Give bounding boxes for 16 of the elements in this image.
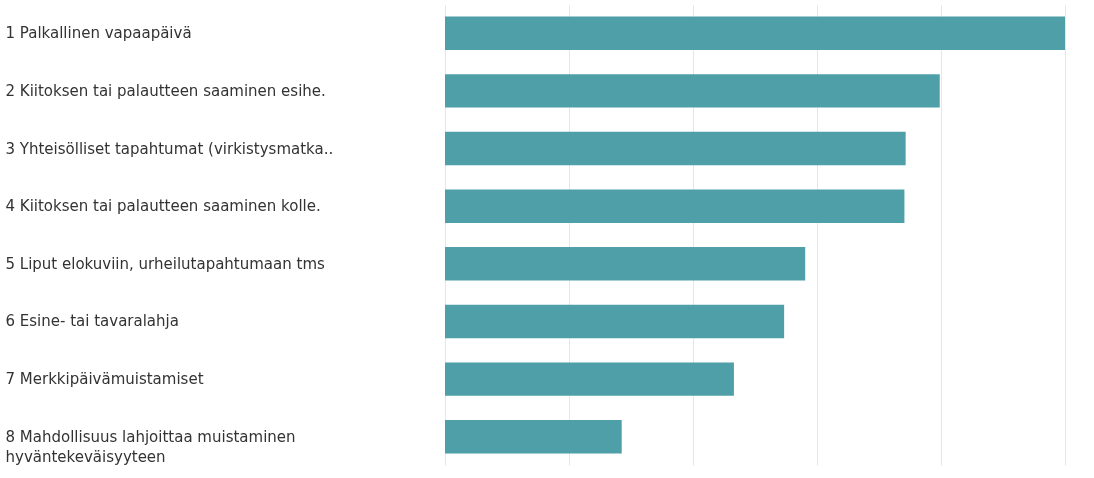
bar	[445, 247, 806, 281]
y-tick-label: 3 Yhteisölliset tapahtumat (virkistysmatka..	[5, 139, 334, 158]
y-tick-label: 8 Mahdollisuus lahjoittaa muistaminen hyväntekeväisyyteen	[5, 427, 296, 466]
bar	[445, 74, 940, 108]
bar	[445, 304, 785, 339]
bar	[445, 420, 622, 454]
y-tick-label: 5 Liput elokuviin, urheilutapahtumaan tms	[5, 254, 326, 273]
bar	[445, 16, 1065, 50]
y-tick-label: 6 Esine- tai tavaralahja	[5, 312, 179, 331]
y-tick-label: 7 Merkkipäivämuistamiset	[5, 370, 204, 389]
bar	[445, 362, 734, 396]
y-tick-label: 4 Kiitoksen tai palautteen saaminen kolle.	[5, 197, 321, 216]
y-tick-label: 2 Kiitoksen tai palautteen saaminen esihe.	[5, 81, 326, 100]
y-tick-label: 1 Palkallinen vapaapäivä	[5, 24, 192, 43]
bar	[445, 131, 906, 166]
bar	[445, 189, 905, 223]
